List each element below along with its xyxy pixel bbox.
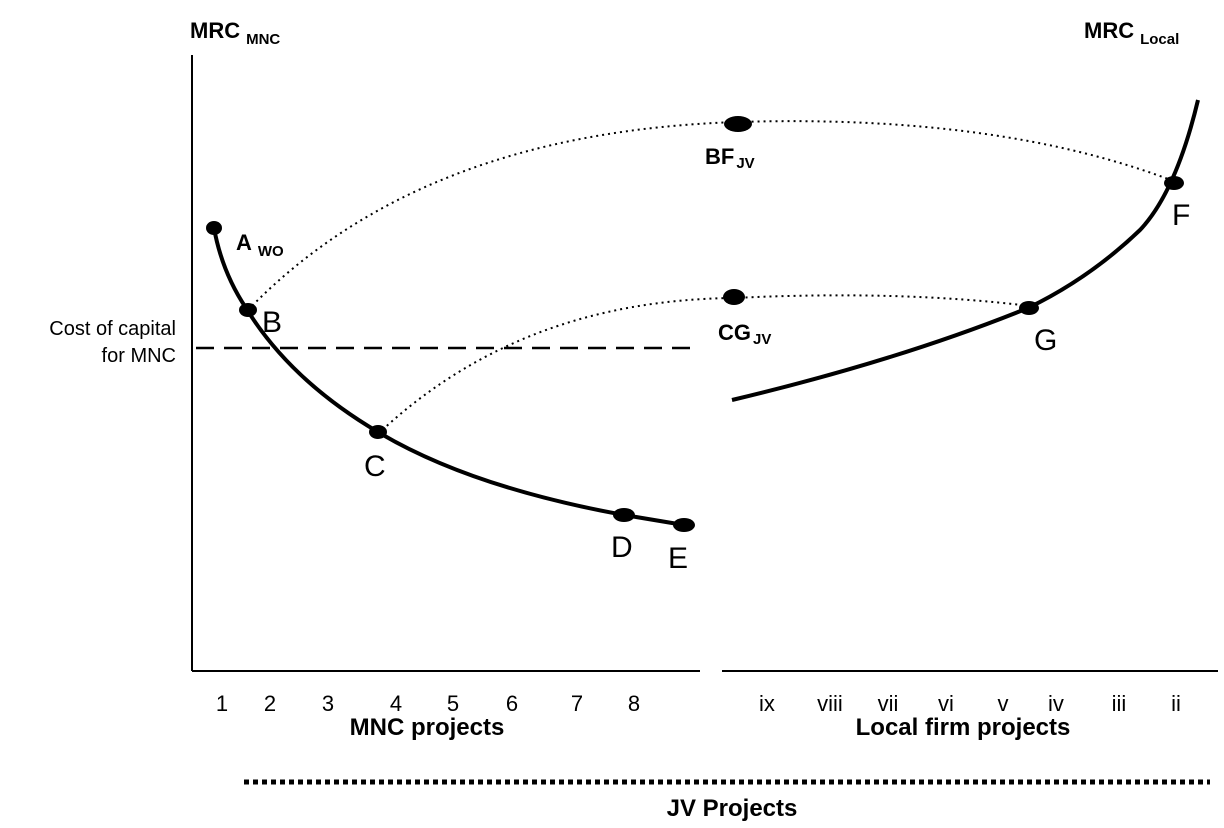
point-f [1164,176,1184,190]
label-d: D [611,531,633,564]
local-tick-v: v [998,691,1009,716]
mnc-tick-4: 4 [390,691,402,716]
local-tick-vii: vii [878,691,899,716]
right-axis-title: MRC Local [1084,18,1179,48]
label-e: E [668,542,688,575]
local-tick-ii: ii [1171,691,1181,716]
local-tick-iv: iv [1048,691,1064,716]
point-e [673,518,695,532]
left-axis-title: MRC MNC [190,18,280,48]
mnc-mrc-curve [212,227,685,527]
mnc-tick-5: 5 [447,691,459,716]
mnc-tick-7: 7 [571,691,583,716]
local-tick-iii: iii [1112,691,1127,716]
point-a [206,221,222,235]
label-a: A WO [236,230,284,260]
local-projects-label: Local firm projects [856,714,1071,741]
local-mrc-curve [731,99,1200,402]
local-tick-vi: vi [938,691,954,716]
local-tick-ix: ix [759,691,775,716]
point-b [239,303,257,317]
label-b: B [262,306,282,339]
point-d [613,508,635,522]
mnc-tick-2: 2 [264,691,276,716]
jv-arc-c-to-g [377,294,1031,435]
mnc-projects-label: MNC projects [350,714,505,741]
label-bf-jv: BF JV [705,144,755,172]
label-cg-jv: CG JV [718,320,771,348]
jv-arc-b-to-f [247,120,1177,311]
point-bf-jv [724,116,752,132]
local-tick-viii: viii [817,691,843,716]
point-g [1019,301,1039,315]
label-f: F [1172,199,1190,232]
mnc-tick-3: 3 [322,691,334,716]
jv-projects-label: JV Projects [667,795,798,822]
cost-of-capital-label-line1: Cost of capital [49,318,176,340]
cost-of-capital-label-line2: for MNC [102,345,176,367]
label-g: G [1034,324,1057,357]
mnc-tick-8: 8 [628,691,640,716]
point-c [369,425,387,439]
point-cg-jv [723,289,745,305]
label-c: C [364,450,386,483]
mnc-tick-1: 1 [216,691,228,716]
mnc-tick-6: 6 [506,691,518,716]
